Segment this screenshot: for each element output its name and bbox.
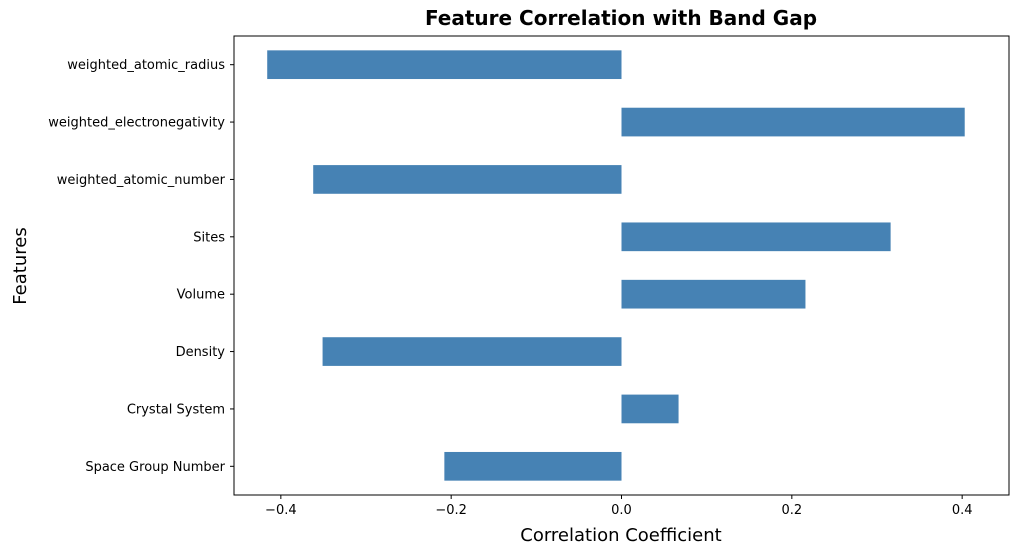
- y-tick-label: Crystal System: [127, 402, 225, 417]
- bar-volume: [621, 279, 806, 309]
- bar-weighted-electronegativity: [621, 107, 965, 137]
- bar-sites: [621, 222, 891, 252]
- bar-weighted-atomic-number: [313, 165, 622, 194]
- x-tick-label: −0.4: [265, 503, 297, 518]
- plot-area-frame: [233, 35, 1010, 496]
- bar-density: [322, 337, 622, 366]
- y-tick-label: Volume: [177, 288, 225, 303]
- y-axis-title: Features: [10, 227, 31, 304]
- chart-title: Feature Correlation with Band Gap: [425, 6, 817, 30]
- x-tick-label: −0.2: [435, 503, 467, 518]
- bar-weighted-atomic-radius: [267, 50, 622, 80]
- x-tick-label: 0.2: [781, 503, 802, 518]
- x-axis-title: Correlation Coefficient: [520, 525, 721, 546]
- x-axis-ticks: −0.4 −0.2 0.0 0.2 0.4: [265, 495, 973, 518]
- y-tick-label: weighted_atomic_radius: [67, 58, 225, 73]
- y-tick-label: Sites: [193, 230, 225, 245]
- y-tick-label: Density: [176, 345, 226, 360]
- x-tick-label: 0.0: [611, 503, 632, 518]
- y-tick-label: weighted_atomic_number: [57, 173, 226, 188]
- y-tick-label: weighted_electronegativity: [48, 116, 225, 131]
- bar-space-group-number: [444, 451, 622, 481]
- bar-group: [267, 50, 965, 481]
- y-tick-label: Space Group Number: [85, 460, 225, 475]
- x-tick-label: 0.4: [952, 503, 973, 518]
- bar-crystal-system: [621, 394, 679, 424]
- y-axis-ticks: weighted_atomic_radius weighted_electrone…: [48, 58, 234, 475]
